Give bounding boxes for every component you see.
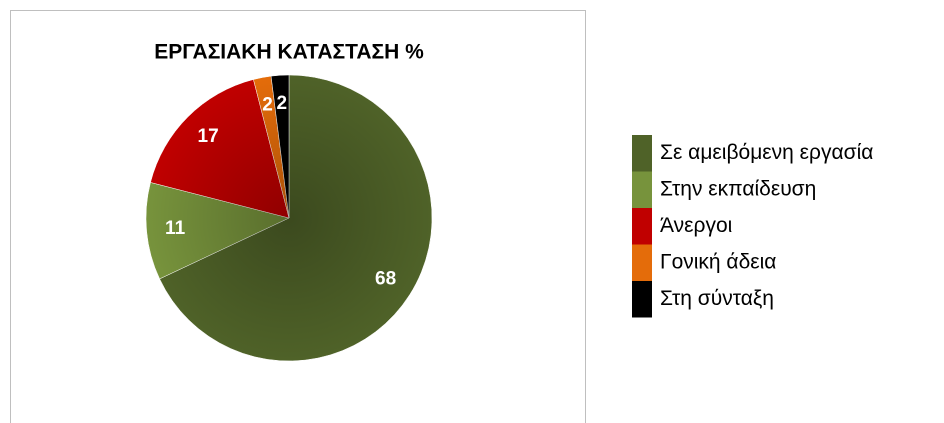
legend-swatch — [632, 244, 652, 281]
data-label: 2 — [262, 95, 273, 116]
data-label: 17 — [198, 126, 219, 147]
data-label: 11 — [165, 218, 186, 239]
legend-swatch — [632, 135, 652, 172]
chart-title: ΕΡΓΑΣΙΑΚΗ ΚΑΤΑΣΤΑΣΗ % — [154, 41, 424, 64]
data-label: 68 — [375, 268, 396, 289]
legend-swatch — [632, 171, 652, 208]
legend-label: Γονική άδεια — [660, 250, 776, 273]
legend-label: Στην εκπαίδευση — [660, 177, 816, 200]
legend-label: Στη σύνταξη — [660, 287, 774, 310]
legend-label: Άνεργοι — [660, 214, 733, 237]
legend-swatch — [632, 208, 652, 245]
chart-border — [10, 10, 586, 423]
legend: Σε αμειβόμενη εργασία Στην εκπαίδευση Άνερ… — [632, 135, 873, 318]
data-label: 2 — [277, 93, 288, 114]
pie: 68 11 17 2 2 — [145, 74, 433, 362]
legend-swatch — [632, 281, 652, 318]
legend-label: Σε αμειβόμενη εργασία — [660, 141, 873, 164]
